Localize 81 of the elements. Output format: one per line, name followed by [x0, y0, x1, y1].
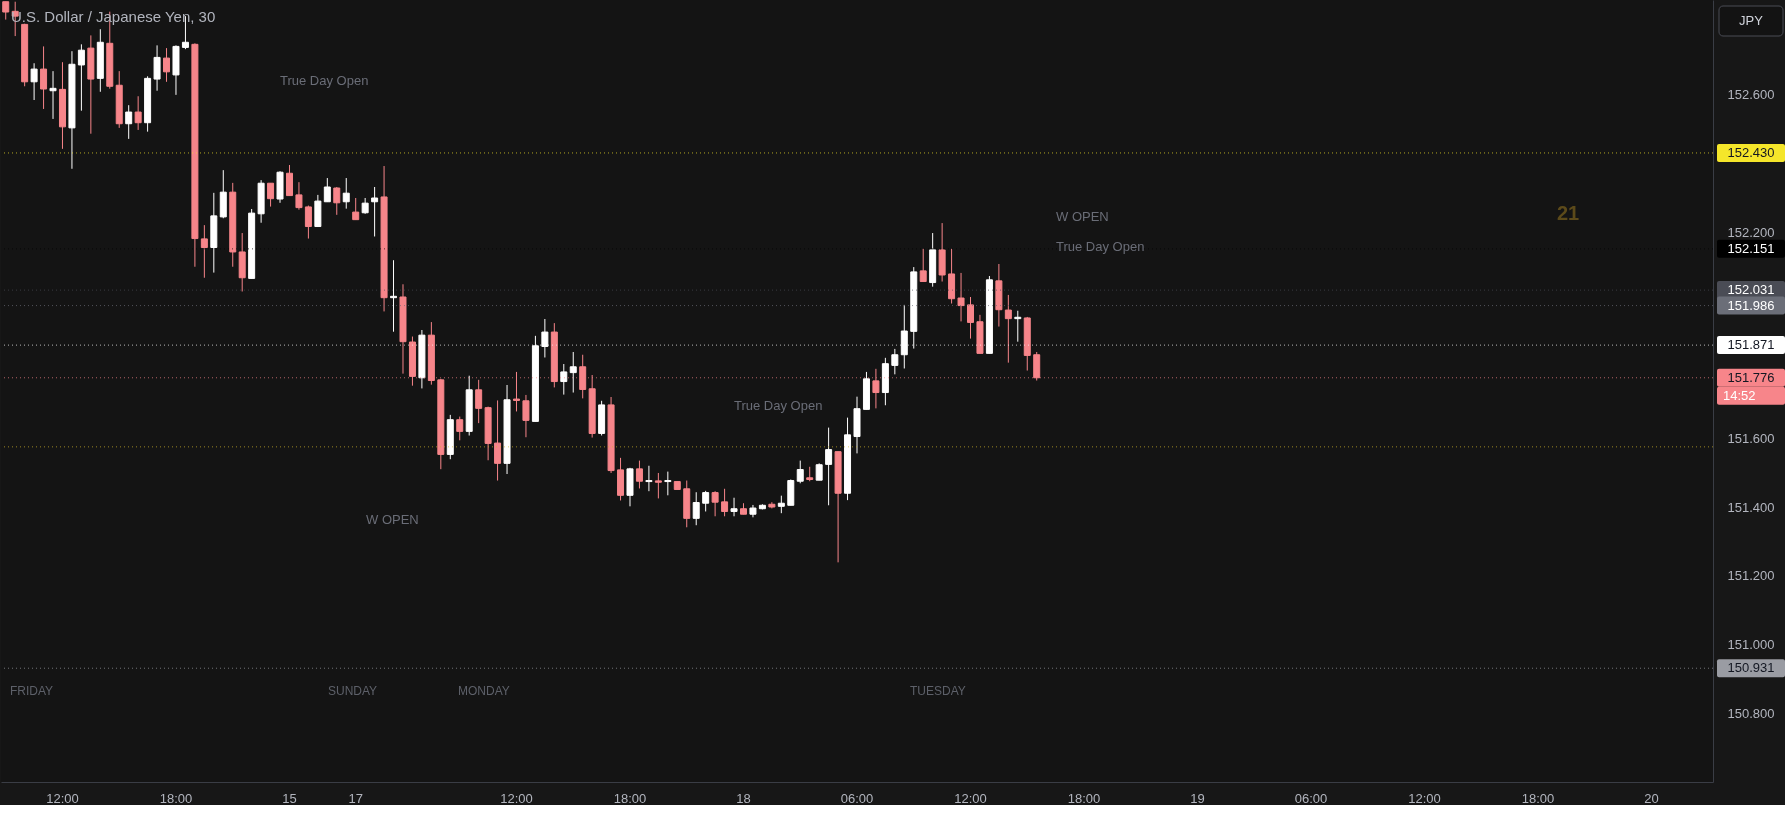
candlestick: [475, 379, 483, 424]
candlestick: [371, 186, 379, 237]
annotation: FRIDAY: [10, 684, 54, 698]
x-tick-label: 06:00: [840, 790, 874, 806]
candlestick: [267, 182, 275, 208]
x-tick-label: 18:00: [159, 790, 193, 806]
candlestick: [304, 205, 312, 240]
candlestick: [333, 186, 341, 216]
text: JPY: [1739, 13, 1764, 28]
y-tick-label: 150.800: [1727, 705, 1775, 721]
annotation: True Day Open: [734, 398, 823, 413]
x-tick-label: 12:00: [500, 790, 533, 806]
x-tick-label: 12:00: [1408, 790, 1441, 806]
ref-line-label: 152.151: [1727, 240, 1775, 256]
x-tick-label: 18:00: [613, 790, 647, 806]
candlestick: [125, 104, 133, 140]
candlestick: [295, 181, 303, 211]
candlestick: [456, 416, 464, 441]
annotation: True Day Open: [280, 73, 369, 88]
annotation: W OPEN: [366, 512, 419, 527]
ref-line-label: 151.986: [1727, 297, 1775, 313]
candlestick: [285, 164, 293, 197]
y-tick-label: 152.600: [1727, 87, 1775, 103]
candlestick: [967, 296, 974, 340]
annotation: 21: [1557, 202, 1580, 224]
y-tick-label: 152.200: [1727, 224, 1775, 240]
candlestick: [1004, 294, 1012, 364]
ref-line-label: 151.776: [1727, 369, 1775, 385]
candlestick: [522, 394, 530, 438]
candlestick: [49, 70, 57, 120]
candlestick: [654, 472, 662, 499]
candlestick: [711, 490, 719, 517]
candlestick: [891, 348, 899, 375]
candlestick: [153, 44, 161, 92]
candlestick: [352, 197, 360, 221]
annotation: MONDAY: [458, 684, 510, 698]
x-tick-label: 19: [1190, 790, 1205, 806]
x-tick-label: 12:00: [46, 790, 79, 806]
candlestick: [702, 490, 710, 512]
x-tick-label: 18: [736, 790, 751, 806]
annotation: W OPEN: [1056, 209, 1109, 224]
candlestick: [200, 224, 208, 279]
candlestick: [796, 460, 804, 484]
x-tick-label: 15: [282, 790, 297, 806]
candlestick: [730, 497, 738, 517]
candlestick: [721, 488, 729, 517]
ref-line-label: 152.430: [1727, 144, 1775, 160]
candlestick: [692, 491, 700, 526]
y-tick-label: 151.200: [1727, 568, 1775, 584]
candlestick: [77, 43, 85, 112]
y-tick-label: 151.600: [1727, 430, 1775, 446]
candlestick: [134, 95, 142, 131]
x-tick-label: 17: [348, 790, 363, 806]
candlestick: [664, 471, 672, 496]
text: 14:52: [1723, 387, 1756, 403]
candlestick: [825, 427, 833, 506]
ref-line-label: 151.871: [1727, 337, 1775, 353]
y-tick-label: 151.400: [1727, 499, 1775, 515]
candlestick: [569, 351, 577, 394]
candlestick: [342, 177, 350, 210]
ref-line-label: 152.031: [1727, 282, 1775, 298]
y-tick-label: 151.000: [1727, 637, 1775, 653]
x-tick-label: 18:00: [1521, 790, 1555, 806]
candlestick: [919, 248, 927, 283]
candlestick: [957, 272, 965, 322]
annotation: TUESDAY: [910, 684, 966, 698]
candlestick: [323, 177, 331, 203]
candlestick: [635, 460, 643, 489]
candlestick: [494, 399, 502, 482]
annotation: SUNDAY: [328, 684, 378, 698]
ref-line-label: 150.931: [1727, 660, 1775, 676]
x-tick-label: 12:00: [954, 790, 987, 806]
x-tick-label: 06:00: [1294, 790, 1328, 806]
annotation: True Day Open: [1056, 239, 1145, 254]
x-tick-label: 18:00: [1067, 790, 1101, 806]
candlestick: [30, 62, 38, 101]
candlestick: [40, 45, 48, 110]
x-tick-label: 20: [1644, 790, 1659, 806]
candlestick: [163, 47, 171, 83]
candlestick: [560, 363, 568, 396]
candlestick: [645, 465, 653, 492]
